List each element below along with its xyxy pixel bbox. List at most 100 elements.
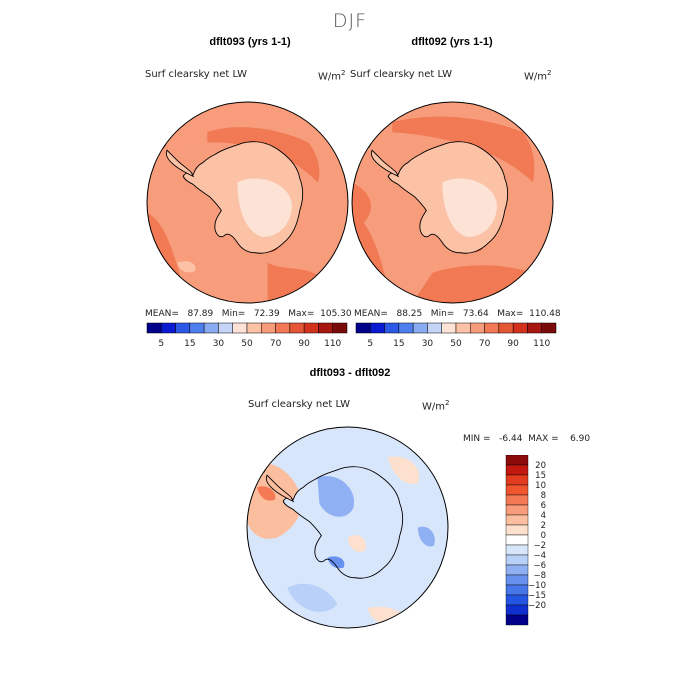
- diff-colorbar-tick-label: −8: [533, 571, 546, 581]
- panel2-south-america: [359, 106, 374, 149]
- panel1-colorbar-swatch: [275, 322, 291, 334]
- diff-units: W/m2: [422, 399, 450, 413]
- panel2-colorbar: 51530507090110130: [355, 322, 557, 349]
- diff-colorbar-tick-label: −6: [533, 561, 546, 571]
- panel1-stats: MEAN= 87.89 Min= 72.39 Max= 105.30: [145, 309, 352, 319]
- panel1-band-ne: [207, 127, 320, 183]
- diff-colorbar-tick-label: 10: [535, 481, 546, 491]
- diff-colorbar-swatch: [505, 504, 529, 516]
- diff-colorbar-swatch: [505, 534, 529, 546]
- panel1-colorbar-tick-label: 15: [184, 339, 195, 349]
- diff-hot-west: [257, 486, 276, 501]
- diff-colorbar-swatch: [505, 455, 529, 466]
- panel1-units: W/m2: [318, 69, 346, 83]
- panel2-border: [351, 101, 554, 304]
- panel2-band-west2: [352, 182, 371, 233]
- diff-colorbar-swatches: [505, 455, 529, 626]
- panel2-colorbar-swatches: [355, 322, 557, 334]
- panel1-colorbar-tick-label: 30: [213, 339, 225, 349]
- panel1-south-america: [154, 106, 169, 149]
- diff-colorbar-swatch: [505, 604, 529, 616]
- diff-colorbar-swatch: [505, 464, 529, 476]
- diff-colorbar-swatch: [505, 574, 529, 586]
- figure-title: DJF: [332, 10, 368, 32]
- panel1-border: [146, 101, 349, 304]
- panel1-colorbar-swatch: [303, 322, 319, 334]
- panel2-colorbar-swatch: [527, 322, 542, 334]
- panel2-colorbar-swatch: [355, 322, 371, 334]
- panel1-colorbar-tick-label: 5: [158, 339, 164, 349]
- panel1-colorbar-swatch: [232, 322, 248, 334]
- panel1-colorbar-swatch: [189, 322, 205, 334]
- panel2-title: dflt092 (yrs 1-1): [411, 36, 493, 48]
- panel2-map: [351, 101, 554, 304]
- panel1-title: dflt093 (yrs 1-1): [209, 36, 291, 48]
- panel1-colorbar-swatch: [318, 322, 333, 334]
- panel1-colorbar-swatch: [261, 322, 276, 334]
- diff-border: [246, 426, 449, 629]
- diff-cool-interior: [317, 475, 355, 517]
- panel1-colorbar-tick-label: 110: [324, 339, 341, 349]
- diff-colorbar-tick-label: −15: [528, 591, 546, 601]
- diff-colorbar-swatch: [505, 564, 529, 576]
- panel2-colorbar-swatch: [498, 322, 514, 334]
- panel1-band-north: [147, 102, 348, 163]
- panel1-colorbar-tick-label: 70: [270, 339, 282, 349]
- panel2-colorbar-tick-label: 90: [507, 339, 519, 349]
- diff-colorbar-swatch: [505, 554, 529, 566]
- diff-cool-e: [417, 526, 435, 547]
- diff-colorbar-tick-label: 2: [541, 521, 546, 531]
- diff-field-label: Surf clearsky net LW: [248, 399, 351, 410]
- diff-colorbar-swatch: [505, 514, 529, 526]
- diff-map: [246, 426, 449, 629]
- panel2-colorbar-swatch: [441, 322, 457, 334]
- diff-colorbar-swatch: [505, 584, 529, 596]
- diff-colorbar-tick-label: −4: [533, 551, 546, 561]
- diff-colorbar-tick-label: 4: [541, 511, 546, 521]
- diff-colorbar-tick-label: 0: [541, 531, 546, 541]
- diff-colorbar-tick-label: −20: [528, 601, 546, 611]
- diff-colorbar-swatch: [505, 544, 529, 556]
- diff-colorbar-tick-label: 15: [535, 471, 546, 481]
- panel2-colorbar-swatch: [512, 322, 528, 334]
- diff-colorbar-swatch: [505, 494, 529, 506]
- panel1-colorbar-swatch: [146, 322, 162, 334]
- panel2-colorbar-tick-label: 30: [422, 339, 434, 349]
- panel2-colorbar-swatch: [412, 322, 428, 334]
- panel2-colorbar-tick-label: 70: [479, 339, 491, 349]
- diff-stats: MIN = -6.44 MAX = 6.90: [463, 434, 591, 444]
- panel2-colorbar-swatch: [470, 322, 485, 334]
- diff-colorbar-swatch: [505, 594, 529, 606]
- diff-cool-sw: [287, 583, 338, 612]
- panel2-colorbar-swatch: [427, 322, 442, 334]
- panel1-colorbar-swatch: [203, 322, 219, 334]
- diff-colorbar-swatch: [505, 614, 529, 626]
- panel1-colorbar-swatch: [218, 322, 233, 334]
- panel2-colorbar-tick-label: 110: [533, 339, 550, 349]
- panel1-colorbar-swatch: [289, 322, 305, 334]
- diff-warm-ne: [387, 456, 420, 484]
- panel1-field-label: Surf clearsky net LW: [145, 69, 248, 80]
- diff-title: dflt093 - dflt092: [309, 367, 391, 379]
- panel1-colorbar-swatch: [175, 322, 191, 334]
- panel1-patch: [177, 261, 196, 273]
- panel2-colorbar-tick-label: 15: [393, 339, 404, 349]
- panel1-colorbar-tick-label: 50: [241, 339, 253, 349]
- panel2-colorbar-swatch: [484, 322, 500, 334]
- panel1-colorbar: 51530507090110130: [146, 322, 348, 349]
- panel1-map: [146, 101, 349, 304]
- panel2-colorbar-swatch: [384, 322, 400, 334]
- panel1-colorbar-swatch: [246, 322, 262, 334]
- panel2-colorbar-swatch: [541, 322, 557, 334]
- panel1-colorbar-ticks: 51530507090110130: [158, 339, 341, 349]
- diff-colorbar-swatch: [505, 474, 529, 486]
- panel2-plateau: [442, 178, 497, 237]
- panel1-plateau: [237, 178, 292, 237]
- panel2-stats: MEAN= 88.25 Min= 73.64 Max= 110.48: [354, 309, 561, 319]
- diff-warm-interior: [347, 535, 366, 552]
- panel1-colorbar-swatch: [161, 322, 176, 334]
- diff-colorbar-tick-label: −2: [533, 541, 546, 551]
- panel2-colorbar-tick-label: 5: [367, 339, 373, 349]
- panel1-colorbar-tick-label: 90: [298, 339, 310, 349]
